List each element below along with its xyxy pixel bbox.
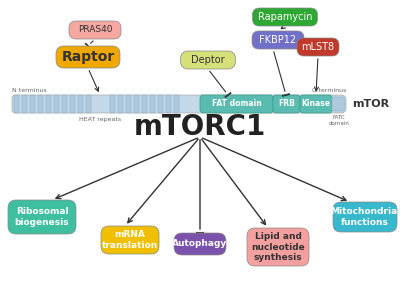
- Text: Kinase: Kinase: [302, 100, 330, 109]
- Text: Raptor: Raptor: [61, 50, 115, 64]
- Text: FAT domain: FAT domain: [212, 100, 261, 109]
- Text: Autophagy: Autophagy: [172, 239, 228, 248]
- FancyBboxPatch shape: [70, 95, 75, 113]
- FancyBboxPatch shape: [247, 228, 309, 266]
- FancyBboxPatch shape: [86, 95, 91, 113]
- Bar: [185, 101, 200, 107]
- Text: FKBP12: FKBP12: [260, 35, 296, 45]
- Text: Lipid and
nucleotide
synthesis: Lipid and nucleotide synthesis: [251, 232, 305, 262]
- FancyBboxPatch shape: [297, 38, 339, 56]
- Text: FRB: FRB: [278, 100, 295, 109]
- FancyBboxPatch shape: [180, 51, 236, 69]
- FancyBboxPatch shape: [54, 95, 59, 113]
- Text: PRAS40: PRAS40: [78, 25, 112, 34]
- FancyBboxPatch shape: [166, 95, 171, 113]
- Text: Deptor: Deptor: [191, 55, 225, 65]
- FancyBboxPatch shape: [333, 202, 397, 232]
- Text: mTORC1: mTORC1: [134, 113, 266, 141]
- FancyBboxPatch shape: [78, 95, 83, 113]
- Text: FATC
domain: FATC domain: [328, 115, 350, 126]
- Bar: [92, 101, 110, 107]
- Text: N terminus: N terminus: [12, 88, 47, 93]
- FancyBboxPatch shape: [62, 95, 67, 113]
- FancyBboxPatch shape: [126, 95, 131, 113]
- Text: Rapamycin: Rapamycin: [258, 12, 312, 22]
- FancyBboxPatch shape: [38, 95, 43, 113]
- FancyBboxPatch shape: [174, 233, 226, 255]
- FancyBboxPatch shape: [332, 97, 346, 111]
- FancyBboxPatch shape: [110, 95, 115, 113]
- FancyBboxPatch shape: [12, 95, 345, 113]
- FancyBboxPatch shape: [8, 200, 76, 234]
- FancyBboxPatch shape: [134, 95, 139, 113]
- FancyBboxPatch shape: [252, 31, 304, 49]
- FancyBboxPatch shape: [273, 95, 300, 113]
- FancyBboxPatch shape: [22, 95, 27, 113]
- Text: mRNA
translation: mRNA translation: [102, 230, 158, 250]
- FancyBboxPatch shape: [252, 8, 318, 26]
- Text: Mitochondrial
functions: Mitochondrial functions: [330, 207, 400, 227]
- FancyBboxPatch shape: [14, 95, 19, 113]
- FancyBboxPatch shape: [174, 95, 179, 113]
- Text: Ribosomal
biogenesis: Ribosomal biogenesis: [15, 207, 69, 227]
- FancyBboxPatch shape: [118, 95, 123, 113]
- Text: HEAT repeats: HEAT repeats: [79, 117, 121, 122]
- FancyBboxPatch shape: [46, 95, 51, 113]
- Text: C terminus: C terminus: [312, 88, 346, 93]
- FancyBboxPatch shape: [101, 226, 159, 254]
- FancyBboxPatch shape: [150, 95, 155, 113]
- FancyBboxPatch shape: [158, 95, 163, 113]
- FancyBboxPatch shape: [56, 46, 120, 68]
- Text: mLST8: mLST8: [302, 42, 334, 52]
- FancyBboxPatch shape: [142, 95, 147, 113]
- FancyBboxPatch shape: [69, 21, 121, 39]
- Text: mTOR: mTOR: [352, 99, 389, 109]
- FancyBboxPatch shape: [200, 95, 273, 113]
- FancyBboxPatch shape: [300, 95, 332, 113]
- FancyBboxPatch shape: [30, 95, 35, 113]
